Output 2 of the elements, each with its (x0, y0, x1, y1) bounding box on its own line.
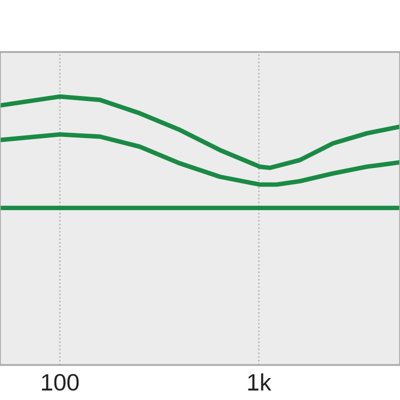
x-tick-label: 1k (248, 373, 272, 390)
x-tick-label: 100 (42, 374, 79, 391)
